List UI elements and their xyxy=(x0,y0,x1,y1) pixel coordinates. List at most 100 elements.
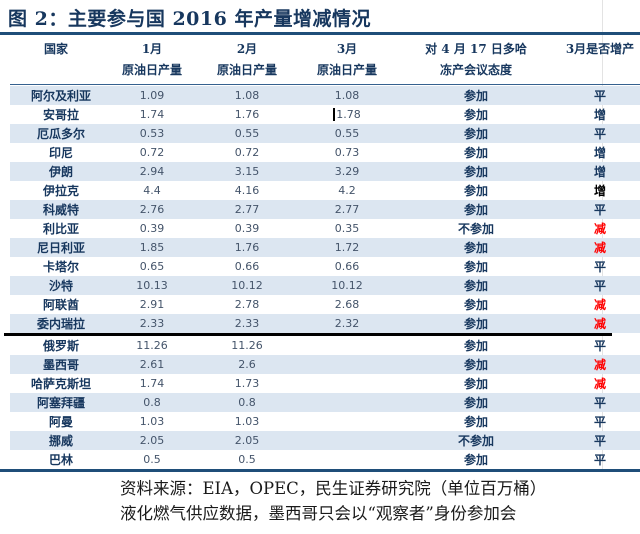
table-row: 利比亚 0.39 0.39 0.35 不参加 减 xyxy=(10,219,640,238)
change-flag: 平 xyxy=(593,89,606,103)
country-name: 沙特 xyxy=(48,279,73,293)
jan-output-value: 1.03 xyxy=(139,415,165,428)
change-flag: 减 xyxy=(593,377,606,391)
change-flag: 平 xyxy=(593,279,606,293)
attitude-value: 参加 xyxy=(463,260,488,274)
country-name: 印尼 xyxy=(48,146,73,160)
table-row: 厄瓜多尔 0.53 0.55 0.55 参加 平 xyxy=(10,124,640,143)
feb-output-value: 0.72 xyxy=(234,146,260,159)
country-name: 阿塞拜疆 xyxy=(36,396,85,410)
country-name: 安哥拉 xyxy=(42,108,79,122)
header-mar-line2: 原油日产量 xyxy=(316,63,377,77)
change-flag: 平 xyxy=(593,127,606,141)
header-mar-line1: 3月 xyxy=(336,42,358,56)
country-name: 俄罗斯 xyxy=(42,339,79,353)
jan-output-value: 0.72 xyxy=(139,146,165,159)
change-flag: 减 xyxy=(593,241,606,255)
header-february-output: 2月 原油日产量 xyxy=(192,38,302,84)
change-flag: 增 xyxy=(593,184,606,198)
header-feb-line1: 2月 xyxy=(236,42,258,56)
text-cursor-artifact xyxy=(333,108,336,122)
attitude-value: 参加 xyxy=(463,146,488,160)
change-flag: 平 xyxy=(593,415,606,429)
mar-output-value: 0.55 xyxy=(334,127,360,140)
table-row: 阿联酋 2.91 2.78 2.68 参加 减 xyxy=(10,295,640,314)
attitude-value: 参加 xyxy=(463,279,488,293)
attitude-value: 不参加 xyxy=(457,222,494,236)
jan-output-value: 0.39 xyxy=(139,222,165,235)
change-flag: 平 xyxy=(593,203,606,217)
header-march-output: 3月 原油日产量 xyxy=(302,38,392,84)
attitude-value: 参加 xyxy=(463,241,488,255)
jan-output-value: 2.91 xyxy=(139,298,165,311)
change-flag: 平 xyxy=(593,260,606,274)
feb-output-value: 0.8 xyxy=(238,396,256,409)
feb-output-value: 3.15 xyxy=(234,165,260,178)
jan-output-value: 1.74 xyxy=(139,108,165,121)
table-row: 委内瑞拉 2.33 2.33 2.32 参加 减 xyxy=(10,314,640,333)
feb-output-value: 1.03 xyxy=(234,415,260,428)
country-name: 挪威 xyxy=(48,434,73,448)
jan-output-value: 10.13 xyxy=(136,279,168,292)
country-name: 巴林 xyxy=(48,453,73,467)
table-row: 伊拉克 4.4 4.16 4.2 参加 增 xyxy=(10,181,640,200)
header-jan-line2: 原油日产量 xyxy=(121,63,182,77)
table-row: 阿塞拜疆 0.8 0.8 参加 平 xyxy=(10,393,640,412)
attitude-value: 不参加 xyxy=(457,434,494,448)
attitude-value: 参加 xyxy=(463,203,488,217)
change-flag: 平 xyxy=(593,396,606,410)
jan-output-value: 1.74 xyxy=(139,377,165,390)
feb-output-value: 1.73 xyxy=(234,377,260,390)
header-att-line2: 冻产会议态度 xyxy=(439,63,512,77)
feb-output-value: 11.26 xyxy=(231,339,263,352)
table-row: 墨西哥 2.61 2.6 参加 减 xyxy=(10,355,640,374)
mar-output-value: 4.2 xyxy=(338,184,356,197)
change-flag: 减 xyxy=(593,317,606,331)
jan-output-value: 2.76 xyxy=(139,203,165,216)
jan-output-value: 2.61 xyxy=(139,358,165,371)
feb-output-value: 1.76 xyxy=(234,108,260,121)
feb-output-value: 1.08 xyxy=(234,89,260,102)
mar-output-value: 0.35 xyxy=(334,222,360,235)
table-row: 挪威 2.05 2.05 不参加 平 xyxy=(10,431,640,450)
country-name: 利比亚 xyxy=(42,222,79,236)
jan-output-value: 2.05 xyxy=(139,434,165,447)
mar-output-value: 0.73 xyxy=(334,146,360,159)
opec-nonopec-divider-line xyxy=(4,333,612,336)
table-row: 科威特 2.76 2.77 2.77 参加 平 xyxy=(10,200,640,219)
attitude-value: 参加 xyxy=(463,377,488,391)
table-row: 印尼 0.72 0.72 0.73 参加 增 xyxy=(10,143,640,162)
source-note-line2: 液化燃气供应数据，墨西哥只会以“观察者”身份参加会 xyxy=(120,504,517,523)
mar-output-value: 2.68 xyxy=(334,298,360,311)
attitude-value: 参加 xyxy=(463,184,488,198)
header-january-output: 1月 原油日产量 xyxy=(112,38,192,84)
attitude-value: 参加 xyxy=(463,339,488,353)
source-note: 资料来源：EIA，OPEC，民生证券研究院（单位百万桶） 液化燃气供应数据，墨西… xyxy=(120,476,640,526)
table-row: 安哥拉 1.74 1.76 1.78 参加 增 xyxy=(10,105,640,124)
change-flag: 平 xyxy=(593,339,606,353)
change-flag: 平 xyxy=(593,434,606,448)
table-row: 哈萨克斯坦 1.74 1.73 参加 减 xyxy=(10,374,640,393)
table-header-row: 国家 1月 原油日产量 2月 原油日产量 3月 原油日产量 对 4 月 17 日… xyxy=(0,38,640,84)
country-name: 阿曼 xyxy=(48,415,73,429)
table-row: 阿曼 1.03 1.03 参加 平 xyxy=(10,412,640,431)
attitude-value: 参加 xyxy=(463,415,488,429)
jan-output-value: 0.5 xyxy=(143,453,161,466)
header-att-line1: 对 4 月 17 日多哈 xyxy=(425,42,527,56)
attitude-value: 参加 xyxy=(463,127,488,141)
page-edge-line xyxy=(602,0,603,470)
attitude-value: 参加 xyxy=(463,396,488,410)
header-country: 国家 xyxy=(0,38,112,84)
header-country-label: 国家 xyxy=(43,42,68,56)
header-jan-line1: 1月 xyxy=(141,42,163,56)
feb-output-value: 1.76 xyxy=(234,241,260,254)
mar-output-value: 3.29 xyxy=(334,165,360,178)
header-doha-attitude: 对 4 月 17 日多哈 冻产会议态度 xyxy=(392,38,560,84)
mar-output-value: 1.72 xyxy=(334,241,360,254)
feb-output-value: 2.33 xyxy=(234,317,260,330)
table-row: 沙特 10.13 10.12 10.12 参加 平 xyxy=(10,276,640,295)
feb-output-value: 2.6 xyxy=(238,358,256,371)
country-name: 科威特 xyxy=(42,203,79,217)
attitude-value: 参加 xyxy=(463,89,488,103)
header-feb-line2: 原油日产量 xyxy=(216,63,277,77)
